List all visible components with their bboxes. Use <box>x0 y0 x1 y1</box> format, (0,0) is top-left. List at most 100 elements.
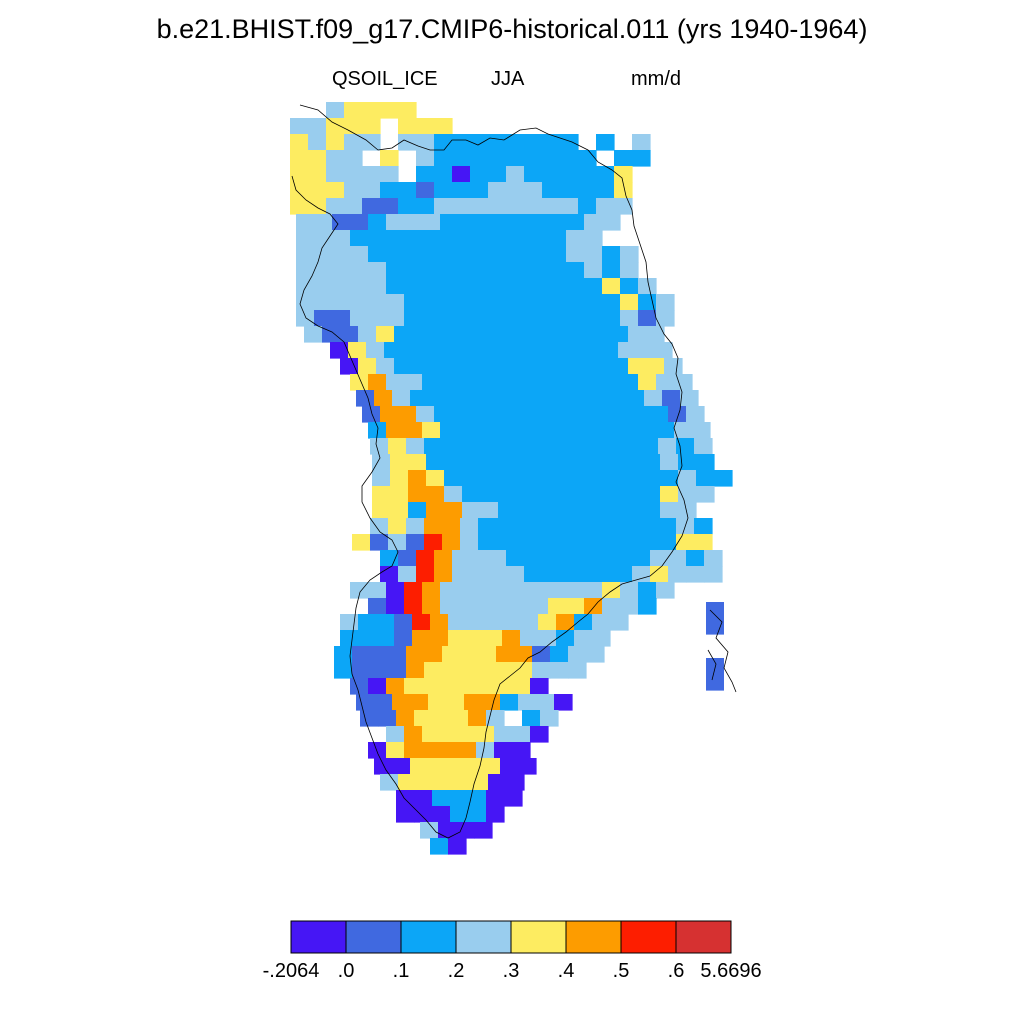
map-cell <box>596 406 615 423</box>
map-cell <box>290 166 309 183</box>
map-cell <box>412 630 431 647</box>
map-cell <box>584 374 603 391</box>
map-cell <box>392 390 411 407</box>
map-cell <box>458 678 477 695</box>
map-cell <box>448 838 467 855</box>
map-cell <box>572 390 591 407</box>
map-cell <box>548 422 567 439</box>
map-cell <box>368 214 387 231</box>
map-cell <box>434 406 453 423</box>
map-cell <box>438 822 457 839</box>
map-cell <box>432 710 451 727</box>
map-cell <box>404 294 423 311</box>
map-cell <box>524 566 543 583</box>
map-cell <box>510 342 529 359</box>
map-cell <box>516 470 535 487</box>
map-cell <box>376 358 395 375</box>
map-cell <box>618 342 637 359</box>
map-cell <box>386 582 405 599</box>
colorbar-tick-label: .5 <box>612 960 630 982</box>
map-cell <box>458 742 477 759</box>
map-cell <box>376 326 395 343</box>
map-cell <box>552 502 571 519</box>
map-cell <box>602 310 621 327</box>
map-cell <box>404 262 423 279</box>
map-cell <box>530 582 549 599</box>
map-cell <box>506 166 525 183</box>
map-cell <box>442 646 461 663</box>
map-cell <box>388 646 407 663</box>
map-cell <box>408 454 427 471</box>
map-cell <box>506 406 525 423</box>
map-cell <box>434 166 453 183</box>
map-cell <box>624 470 643 487</box>
map-cell <box>344 150 363 167</box>
map-cell <box>398 182 417 199</box>
map-cell <box>386 214 405 231</box>
map-cell <box>350 582 369 599</box>
map-cell <box>602 294 621 311</box>
map-cell <box>516 486 535 503</box>
map-cell <box>512 278 531 295</box>
map-cell <box>640 438 659 455</box>
map-cell <box>350 294 369 311</box>
map-cell <box>614 182 633 199</box>
map-cell <box>582 342 601 359</box>
map-cell <box>404 742 423 759</box>
map-cell <box>534 454 553 471</box>
map-cell <box>556 630 575 647</box>
map-cell <box>532 662 551 679</box>
map-cell <box>414 710 433 727</box>
map-cell <box>386 742 405 759</box>
map-cell <box>524 550 543 567</box>
map-cell <box>596 198 615 215</box>
map-cell <box>604 518 623 535</box>
map-cell <box>656 582 675 599</box>
map-cell <box>426 502 445 519</box>
map-cell <box>678 502 697 519</box>
map-cell <box>420 822 439 839</box>
map-cell <box>530 422 549 439</box>
map-cell <box>422 726 441 743</box>
map-cell <box>350 310 369 327</box>
map-cell <box>360 710 379 727</box>
map-cell <box>692 422 711 439</box>
map-cell <box>380 150 399 167</box>
map-cell <box>524 166 543 183</box>
map-cell <box>620 278 639 295</box>
map-cell <box>352 662 371 679</box>
map-cell <box>456 822 475 839</box>
map-cell <box>394 614 413 631</box>
map-cell <box>504 790 523 807</box>
map-cell <box>452 406 471 423</box>
map-cell <box>332 310 351 327</box>
map-cell <box>494 726 513 743</box>
map-cell <box>462 454 481 471</box>
map-cell <box>532 534 551 551</box>
map-cell <box>480 486 499 503</box>
map-cell <box>602 598 621 615</box>
map-cell <box>488 166 507 183</box>
map-cell <box>386 598 405 615</box>
map-cell <box>426 454 445 471</box>
map-cell <box>408 470 427 487</box>
map-cell <box>548 230 567 247</box>
map-cell <box>386 310 405 327</box>
map-cell <box>494 678 513 695</box>
map-cell <box>398 198 417 215</box>
map-cell <box>368 374 387 391</box>
map-cell <box>706 674 724 691</box>
map-cell <box>664 358 683 375</box>
map-cell <box>686 566 705 583</box>
map-cell <box>624 454 643 471</box>
map-cell <box>548 310 567 327</box>
map-cell <box>554 390 573 407</box>
map-cell <box>332 278 351 295</box>
map-cell <box>566 278 585 295</box>
map-cell <box>422 598 441 615</box>
map-cell <box>494 582 513 599</box>
map-cell <box>370 438 389 455</box>
map-cell <box>362 406 381 423</box>
map-cell <box>368 294 387 311</box>
map-cell <box>482 758 501 775</box>
